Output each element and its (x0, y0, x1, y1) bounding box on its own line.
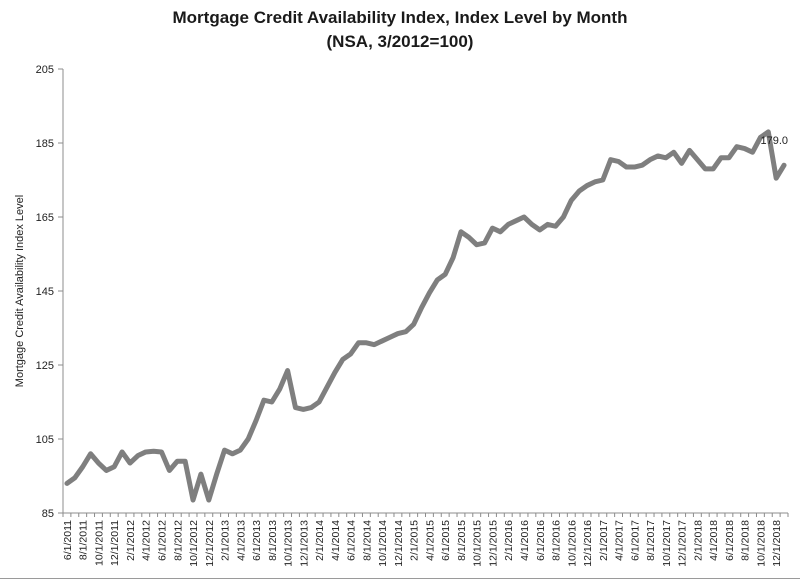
x-tick-label: 6/1/2018 (724, 520, 736, 561)
y-tick-label: 145 (36, 286, 54, 298)
x-tick-label: 6/1/2013 (251, 520, 263, 561)
x-tick-label: 10/1/2018 (755, 520, 767, 567)
x-tick-label: 6/1/2011 (62, 520, 74, 560)
x-tick-label: 2/1/2016 (503, 520, 515, 561)
y-axis-label: Mortgage Credit Availability Index Level (14, 195, 26, 387)
x-tick-label: 6/1/2016 (535, 520, 547, 561)
x-tick-label: 8/1/2017 (645, 520, 657, 561)
x-tick-label: 10/1/2013 (283, 520, 295, 567)
y-tick-label: 125 (36, 360, 54, 372)
x-tick-label: 8/1/2013 (267, 520, 279, 561)
x-tick-label: 2/1/2015 (409, 520, 421, 561)
y-axis: 85 105 125 145 165 185 205 (36, 64, 64, 520)
y-tick-label: 205 (36, 64, 54, 76)
bottom-divider (0, 578, 800, 579)
x-tick-label: 4/1/2017 (614, 520, 626, 561)
x-tick-label: 2/1/2014 (314, 520, 326, 561)
x-tick-label: 4/1/2018 (708, 520, 720, 561)
x-tick-label: 4/1/2016 (519, 520, 531, 561)
last-value-label: 179.0 (761, 135, 789, 147)
series-line (64, 129, 787, 503)
x-tick-label: 10/1/2012 (188, 520, 200, 567)
x-tick-label: 10/1/2014 (377, 520, 389, 567)
x-tick-label: 8/1/2014 (361, 520, 373, 561)
x-tick-label: 12/1/2013 (298, 520, 310, 567)
x-tick-label: 2/1/2012 (125, 520, 137, 561)
x-axis: 6/1/2011 8/1/2011 10/1/2011 12/1/2011 2/1/20… (62, 512, 789, 567)
y-tick-label: 165 (36, 212, 54, 224)
x-tick-label: 8/1/2012 (172, 520, 184, 561)
x-tick-label: 12/1/2015 (487, 520, 499, 567)
x-tick-label: 4/1/2013 (235, 520, 247, 561)
x-tick-label: 4/1/2014 (330, 520, 342, 561)
x-tick-label: 6/1/2017 (629, 520, 641, 561)
x-tick-label: 12/1/2017 (677, 520, 689, 567)
x-tick-label: 10/1/2011 (93, 520, 105, 566)
y-tick-label: 185 (36, 138, 54, 150)
y-tick-label: 105 (36, 434, 54, 446)
chart-title: Mortgage Credit Availability Index, Inde… (172, 8, 628, 27)
x-tick-label: 8/1/2011 (78, 520, 90, 560)
chart-subtitle: (NSA, 3/2012=100) (326, 32, 474, 51)
plot-area: 179.0 (64, 129, 789, 503)
x-tick-label: 2/1/2017 (598, 520, 610, 561)
x-tick-label: 6/1/2012 (157, 520, 169, 561)
x-tick-label: 12/1/2011 (109, 520, 121, 566)
x-tick-label: 12/1/2018 (771, 520, 783, 567)
x-tick-label: 10/1/2017 (661, 520, 673, 567)
x-tick-label: 8/1/2015 (456, 520, 468, 561)
x-tick-label: 2/1/2018 (692, 520, 704, 561)
x-tick-label: 12/1/2016 (582, 520, 594, 567)
x-tick-label: 4/1/2015 (424, 520, 436, 561)
x-tick-label: 12/1/2014 (393, 520, 405, 567)
x-tick-label: 2/1/2013 (220, 520, 232, 561)
x-tick-label: 4/1/2012 (141, 520, 153, 561)
x-tick-label: 8/1/2018 (740, 520, 752, 561)
x-tick-label: 8/1/2016 (551, 520, 563, 561)
y-tick-label: 85 (42, 508, 54, 520)
x-tick-label: 10/1/2015 (472, 520, 484, 567)
x-tick-label: 10/1/2016 (566, 520, 578, 567)
x-tick-label: 12/1/2012 (204, 520, 216, 567)
x-tick-label: 6/1/2014 (346, 520, 358, 561)
x-tick-label: 6/1/2015 (440, 520, 452, 561)
